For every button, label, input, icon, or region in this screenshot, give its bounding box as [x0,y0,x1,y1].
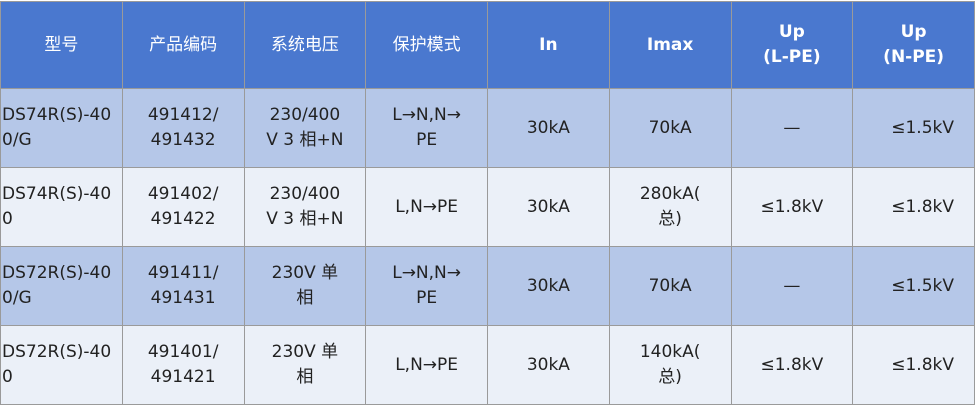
table-cell: ≤1.8kV [730,325,854,405]
table-cell: DS74R(S)-400/G [0,88,123,168]
table-cell: ≤1.5kV [852,88,975,168]
header-cell: Imax [608,1,732,89]
table-cell: ≤1.8kV [852,325,975,405]
table-cell: 230V 单 相 [243,246,367,326]
table-cell: 70kA [608,88,732,168]
table-cell: DS74R(S)-400 [0,167,123,247]
header-cell: 系统电压 [243,1,367,89]
table-cell: DS72R(S)-400/G [0,246,123,326]
header-cell: 保护模式 [365,1,488,89]
table-body: DS74R(S)-400/G 491412/ 491432 230/400 V 3 … [0,88,975,405]
table-cell: ≤1.8kV [730,167,854,247]
table-row: DS74R(S)-400 491402/ 491422 230/400 V 3 相+… [0,167,975,247]
table-cell: ≤1.8kV [852,167,975,247]
table-cell: 30kA [487,325,610,405]
table-cell: 230/400 V 3 相+N [243,88,367,168]
table-cell: 30kA [487,88,610,168]
header-cell: Up (N-PE) [852,1,975,89]
table-cell: ≤1.5kV [852,246,975,326]
header-cell: 产品编码 [121,1,245,89]
table-cell: 491402/ 491422 [121,167,245,247]
table-cell: 491412/ 491432 [121,88,245,168]
table-cell: — [730,246,854,326]
table-cell: 230V 单 相 [243,325,367,405]
table-cell: 230/400 V 3 相+N [243,167,367,247]
table-cell: 491401/ 491421 [121,325,245,405]
table-cell: 491411/ 491431 [121,246,245,326]
spec-table: 型号 产品编码 系统电压 保护模式 In Imax Up (L-PE) Up (N-PE) D… [0,1,975,405]
table-row: DS72R(S)-400/G 491411/ 491431 230V 单 相 L→N,… [0,246,975,326]
table-cell: DS72R(S)-400 [0,325,123,405]
table-cell: 30kA [487,246,610,326]
table-cell: — [730,88,854,168]
table-cell: 280kA( 总) [608,167,732,247]
table-cell: 140kA( 总) [608,325,732,405]
header-cell: 型号 [0,1,123,89]
header-cell: Up (L-PE) [730,1,854,89]
header-cell: In [487,1,610,89]
table-row: DS72R(S)-400 491401/ 491421 230V 单 相 L,N→PE… [0,325,975,405]
table-cell: L,N→PE [365,325,488,405]
table-row: DS74R(S)-400/G 491412/ 491432 230/400 V 3 … [0,88,975,168]
header-row: 型号 产品编码 系统电压 保护模式 In Imax Up (L-PE) Up (N-PE) [0,1,975,89]
table-cell: 30kA [487,167,610,247]
table-cell: L,N→PE [365,167,488,247]
table-cell: 70kA [608,246,732,326]
table-cell: L→N,N→ PE [365,88,488,168]
table-cell: L→N,N→ PE [365,246,488,326]
